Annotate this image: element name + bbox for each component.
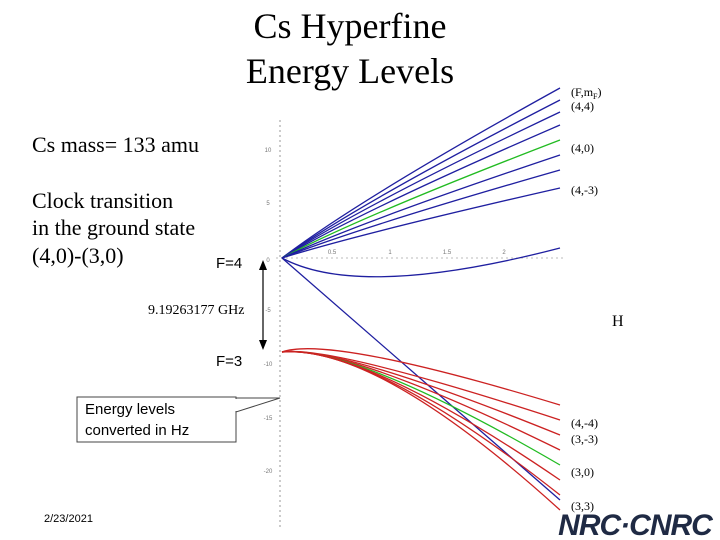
energy-curve bbox=[281, 351, 561, 481]
level-label: F=4 bbox=[216, 255, 242, 272]
axis-label: -15 bbox=[264, 416, 273, 422]
callout-text: Energy levels bbox=[85, 401, 175, 418]
field-label: 0.5 bbox=[328, 250, 337, 256]
clock-text: in the ground state bbox=[32, 215, 195, 240]
energy-curve bbox=[281, 154, 561, 259]
arrow-head bbox=[259, 340, 267, 350]
callout-box bbox=[76, 396, 237, 443]
field-label: 1 bbox=[388, 250, 392, 256]
callout-text: converted in Hz bbox=[85, 422, 189, 439]
field-label: 2 bbox=[502, 250, 506, 256]
title-line: Cs Hyperfine bbox=[254, 6, 447, 46]
logo: NRC·CNRC bbox=[558, 509, 714, 540]
axis-label: 5 bbox=[266, 201, 270, 207]
state-label: (4,4) bbox=[571, 99, 594, 113]
energy-curve bbox=[281, 348, 561, 406]
energy-curve bbox=[281, 111, 561, 259]
axis-label: -10 bbox=[264, 362, 273, 368]
state-label: (3,-3) bbox=[571, 432, 598, 446]
energy-curve bbox=[281, 350, 561, 466]
state-header-text: (F,m bbox=[571, 85, 594, 99]
field-label: 1.5 bbox=[443, 250, 452, 256]
energy-curve bbox=[281, 169, 561, 259]
state-label: (4,-3) bbox=[571, 183, 598, 197]
clock-text: (4,0)-(3,0) bbox=[32, 243, 124, 268]
field-axis-label: H bbox=[612, 313, 624, 330]
energy-curve bbox=[281, 99, 561, 259]
mass-text: Cs mass= 133 amu bbox=[32, 132, 199, 157]
clock-text: Clock transition bbox=[32, 188, 173, 213]
energy-curve bbox=[281, 351, 561, 511]
axis-label: -5 bbox=[265, 308, 271, 314]
state-header-end: ) bbox=[598, 85, 602, 99]
energy-curve bbox=[281, 187, 561, 259]
arrow-head bbox=[259, 260, 267, 270]
state-header: (F,mF) bbox=[571, 85, 602, 101]
axis-label: 10 bbox=[265, 148, 272, 154]
state-label: (3,3) bbox=[571, 499, 594, 513]
energy-curve bbox=[281, 350, 561, 421]
callout-pointer bbox=[235, 397, 281, 413]
state-header-sub: F bbox=[593, 92, 598, 101]
axis-label: -20 bbox=[264, 469, 273, 475]
state-label: (4,0) bbox=[571, 141, 594, 155]
date: 2/23/2021 bbox=[44, 513, 93, 525]
energy-curve bbox=[281, 247, 561, 278]
state-label: (4,-4) bbox=[571, 416, 598, 430]
axis-label: 0 bbox=[266, 258, 270, 264]
energy-curve bbox=[281, 87, 561, 259]
curves bbox=[281, 87, 561, 511]
level-label: F=3 bbox=[216, 353, 242, 370]
energy-curve bbox=[281, 139, 561, 259]
title-line: Energy Levels bbox=[246, 51, 454, 91]
energy-curve bbox=[281, 124, 561, 259]
splitting-text: 9.19263177 GHz bbox=[148, 303, 244, 318]
state-label: (3,0) bbox=[571, 465, 594, 479]
